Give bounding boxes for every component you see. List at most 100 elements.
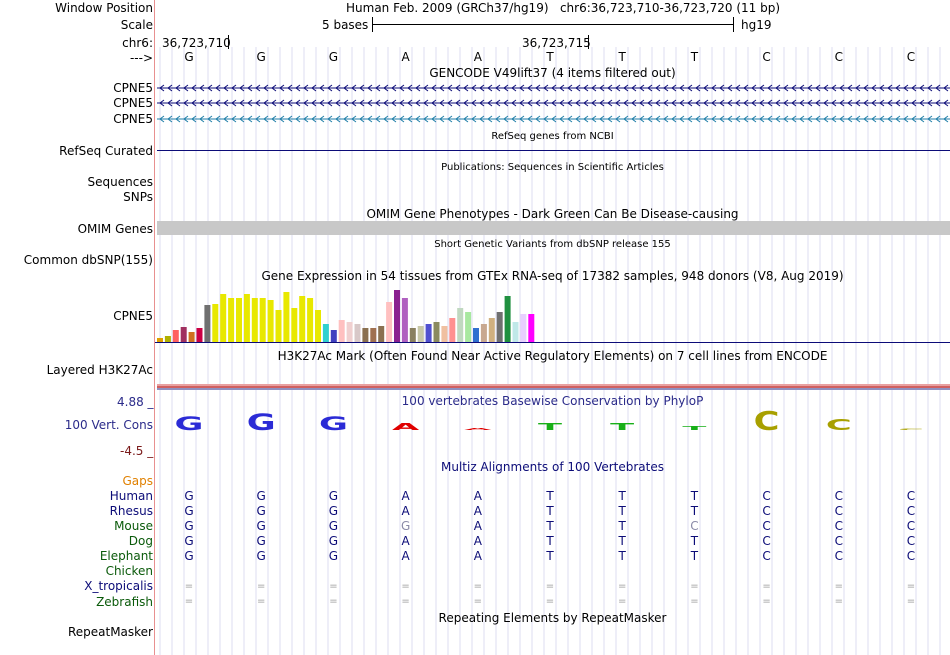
gtex-tissue-bar[interactable] [212, 304, 219, 342]
phylop-base-glyph: A [392, 422, 419, 433]
phylop-title: 100 vertebrates Basewise Conservation by… [401, 394, 704, 408]
gtex-tissue-bar[interactable] [449, 318, 456, 342]
gtex-label[interactable]: CPNE5 [113, 309, 153, 323]
alignment-base: T [618, 504, 626, 518]
scale-bar [372, 24, 734, 25]
alignment-base: = [617, 596, 627, 607]
repeatmasker-label[interactable]: RepeatMasker [67, 625, 153, 639]
gtex-tissue-bar[interactable] [520, 314, 527, 342]
refseq-gene-line[interactable] [157, 150, 950, 151]
gtex-tissue-bar[interactable] [157, 338, 163, 342]
gtex-tissue-bar[interactable] [417, 326, 424, 342]
dbsnp-label[interactable]: Common dbSNP(155) [23, 253, 153, 267]
species-label-x-tropicalis[interactable]: X_tropicalis [84, 579, 153, 593]
gtex-tissue-bar[interactable] [346, 322, 353, 342]
gtex-tissue-bar[interactable] [204, 305, 211, 342]
gtex-tissue-bar[interactable] [220, 294, 227, 342]
alignment-base: T [546, 549, 554, 563]
gtex-tissue-bar[interactable] [488, 318, 495, 342]
gtex-tissue-bar[interactable] [180, 327, 187, 342]
gtex-tissue-bar[interactable] [354, 324, 361, 342]
gtex-expression-chart[interactable] [155, 283, 950, 345]
h3k27ac-label[interactable]: Layered H3K27Ac [46, 363, 153, 377]
gencode-gene-1[interactable] [157, 84, 950, 92]
gtex-tissue-bar[interactable] [338, 320, 345, 342]
h3k27ac-signal-band-3[interactable] [157, 388, 950, 390]
gtex-tissue-bar[interactable] [259, 298, 266, 342]
ref-base: T [690, 50, 699, 64]
position-tick-1-mark [228, 35, 229, 49]
alignment-base: = [401, 596, 410, 607]
gtex-tissue-bar[interactable] [441, 326, 448, 342]
gtex-tissue-bar[interactable] [394, 290, 400, 342]
species-label-human[interactable]: Human [109, 489, 153, 503]
gtex-tissue-bar[interactable] [188, 332, 195, 342]
gtex-tissue-bar[interactable] [322, 324, 329, 342]
gtex-tissue-bar[interactable] [164, 336, 171, 342]
gtex-tissue-bar[interactable] [275, 310, 282, 342]
gencode-track-label-2[interactable]: CPNE5 [113, 96, 153, 110]
omim-label[interactable]: OMIM Genes [77, 222, 153, 236]
dbsnp-title: Short Genetic Variants from dbSNP releas… [434, 239, 671, 250]
gtex-tissue-bar[interactable] [409, 328, 416, 342]
gencode-track-label-3[interactable]: CPNE5 [113, 112, 153, 126]
gtex-tissue-bar[interactable] [386, 302, 393, 342]
phylop-base-glyph: C [754, 408, 780, 437]
gtex-tissue-bar[interactable] [307, 298, 314, 342]
ref-base: G [328, 50, 339, 64]
refseq-label[interactable]: RefSeq Curated [59, 144, 153, 158]
species-label-zebrafish[interactable]: Zebrafish [96, 595, 153, 609]
gtex-tissue-bar[interactable] [267, 300, 274, 342]
gtex-tissue-bar[interactable] [228, 298, 235, 342]
gtex-tissue-bar[interactable] [370, 328, 377, 342]
alignment-base: G [184, 504, 194, 518]
species-label-elephant[interactable]: Elephant [99, 549, 153, 563]
gtex-tissue-bar[interactable] [315, 310, 321, 342]
gtex-tissue-bar[interactable] [401, 298, 408, 342]
scale-label: Scale [120, 18, 153, 32]
gencode-track-label-1[interactable]: CPNE5 [113, 81, 153, 95]
gtex-tissue-bar[interactable] [378, 326, 385, 342]
gtex-tissue-bar[interactable] [283, 292, 290, 342]
gtex-tissue-bar[interactable] [172, 330, 179, 342]
gtex-tissue-bar[interactable] [425, 324, 432, 342]
omim-feature-bar[interactable] [157, 221, 950, 235]
gtex-tissue-bar[interactable] [457, 308, 464, 342]
species-label-dog[interactable]: Dog [128, 534, 153, 548]
gtex-tissue-bar[interactable] [504, 296, 511, 342]
gtex-tissue-bar[interactable] [299, 296, 306, 342]
publications-label-snps[interactable]: SNPs [123, 190, 153, 204]
alignment-base: = [184, 596, 194, 607]
gencode-gene-2[interactable] [157, 99, 950, 107]
species-label-chicken[interactable]: Chicken [105, 564, 153, 578]
gtex-tissue-bar[interactable] [528, 314, 535, 342]
gtex-tissue-bar[interactable] [362, 328, 369, 342]
gtex-tissue-bar[interactable] [330, 330, 337, 342]
species-label-rhesus[interactable]: Rhesus [109, 504, 153, 518]
alignment-base: G [328, 519, 339, 533]
gtex-tissue-bar[interactable] [196, 328, 203, 342]
h3k27ac-signal-band[interactable] [157, 384, 950, 386]
gtex-tissue-bar[interactable] [236, 298, 242, 342]
alignment-base: G [256, 534, 266, 548]
alignment-base: T [546, 519, 554, 533]
gtex-tissue-bar[interactable] [480, 324, 487, 342]
gtex-tissue-bar[interactable] [433, 322, 440, 342]
species-label-mouse[interactable]: Mouse [114, 519, 153, 533]
gtex-tissue-bar[interactable] [251, 298, 258, 342]
gencode-gene-3[interactable] [157, 115, 950, 123]
strand-label: ---> [129, 51, 153, 65]
gtex-tissue-bar[interactable] [473, 328, 479, 342]
phylop-label[interactable]: 100 Vert. Cons [64, 418, 153, 432]
alignment-base: = [906, 581, 916, 592]
publications-label-sequences[interactable]: Sequences [87, 175, 153, 189]
gtex-tissue-bar[interactable] [291, 308, 298, 342]
h3k27ac-signal-band-2[interactable] [157, 386, 950, 388]
gtex-tissue-bar[interactable] [243, 294, 250, 342]
gtex-tissue-bar[interactable] [465, 312, 472, 342]
gtex-tissue-bar[interactable] [512, 322, 519, 342]
gtex-tissue-bar[interactable] [496, 312, 503, 342]
alignment-base: = [834, 596, 843, 607]
